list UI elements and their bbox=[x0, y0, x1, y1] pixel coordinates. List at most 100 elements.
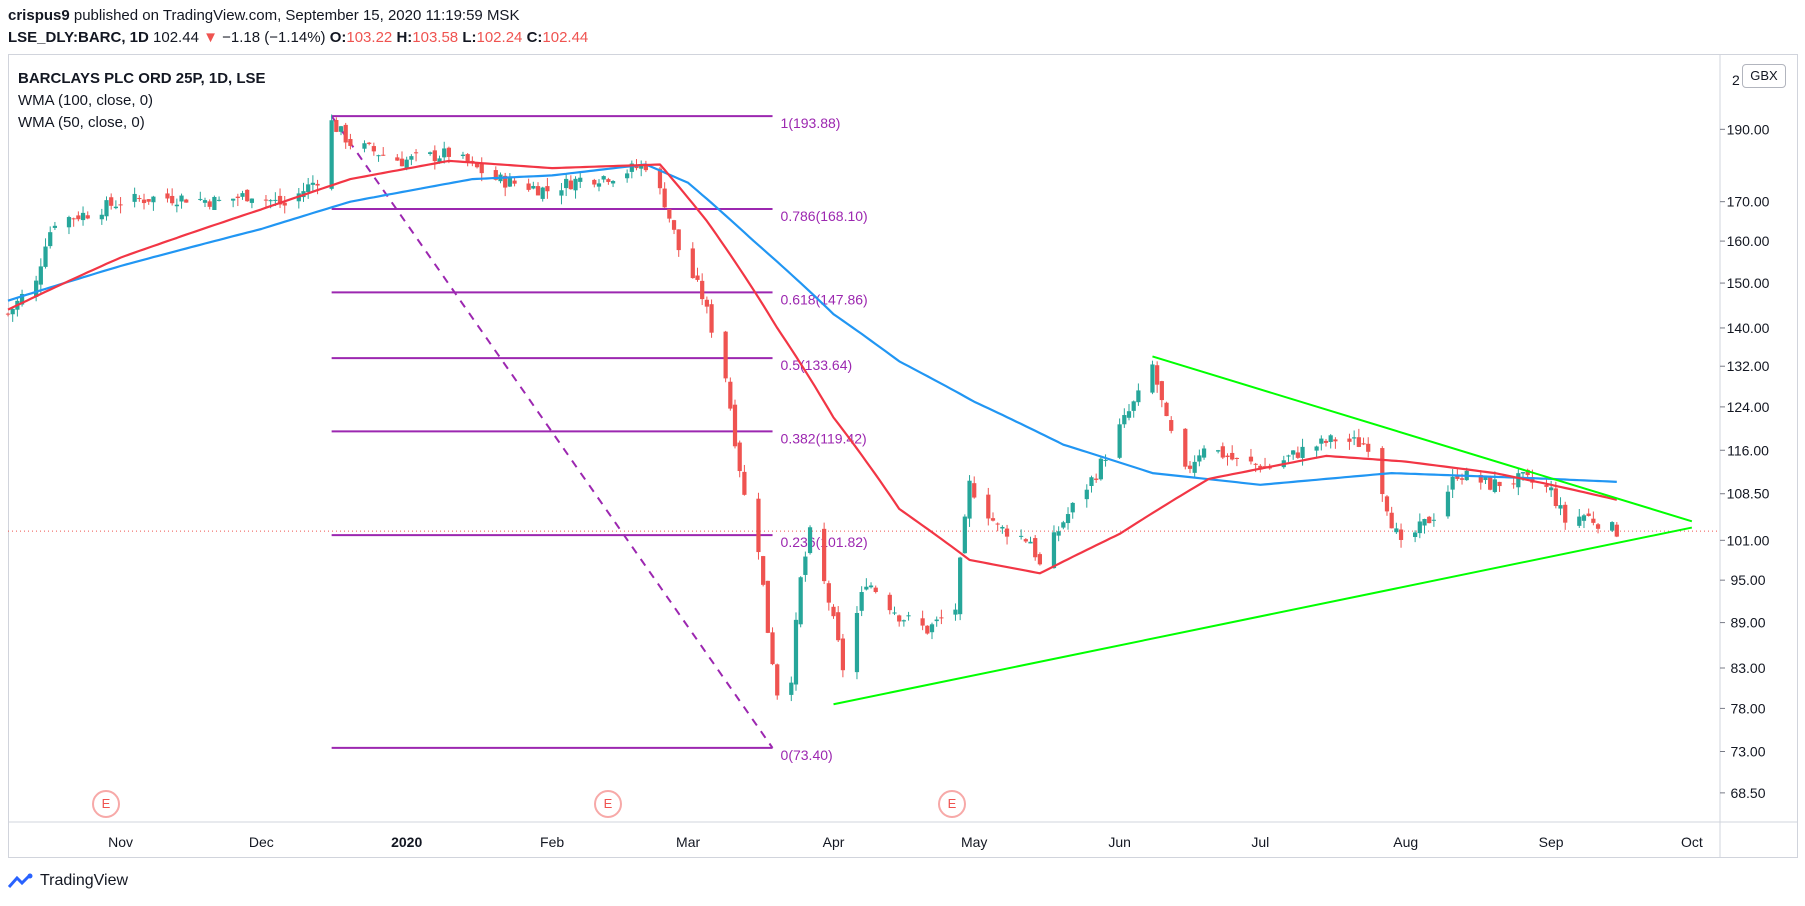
candle-body bbox=[1131, 401, 1136, 411]
y-tick-label: 108.50 bbox=[1727, 486, 1770, 502]
candle-body bbox=[184, 199, 189, 203]
candle-body bbox=[99, 214, 104, 220]
candle-body bbox=[803, 556, 808, 575]
candle-body bbox=[34, 280, 39, 297]
candle-body bbox=[413, 152, 419, 154]
candle-body bbox=[146, 199, 151, 202]
candle-body bbox=[920, 618, 925, 626]
y-tick-label: 150.00 bbox=[1727, 275, 1770, 291]
candle-body bbox=[109, 197, 114, 206]
earnings-marker[interactable]: E bbox=[938, 790, 966, 818]
candle-body bbox=[1183, 428, 1188, 467]
candle-body bbox=[198, 198, 203, 200]
candle-body bbox=[657, 168, 663, 189]
candle-body bbox=[507, 177, 512, 187]
candle-body bbox=[873, 587, 878, 593]
candle-body bbox=[1445, 491, 1451, 517]
candle-body bbox=[1253, 463, 1258, 465]
candle-body bbox=[1220, 446, 1225, 458]
candle-body bbox=[306, 184, 311, 193]
candle-body bbox=[310, 182, 315, 185]
publish-header: crispus9 published on TradingView.com, S… bbox=[8, 6, 519, 26]
author-name[interactable]: crispus9 bbox=[8, 7, 70, 24]
candle-body bbox=[540, 187, 545, 199]
earnings-marker[interactable]: E bbox=[92, 790, 120, 818]
candle-body bbox=[362, 143, 367, 149]
chart-frame bbox=[8, 54, 1798, 858]
legend-wma50[interactable]: WMA (50, close, 0) bbox=[18, 114, 145, 131]
candle-body bbox=[671, 220, 677, 230]
candle-body bbox=[1581, 515, 1587, 521]
candle-body bbox=[676, 229, 681, 251]
candle-body bbox=[371, 146, 376, 152]
candle-body bbox=[629, 163, 634, 172]
candle-body bbox=[503, 175, 508, 188]
candle-body bbox=[1023, 539, 1028, 542]
candle-body bbox=[76, 215, 81, 220]
candle-body bbox=[793, 619, 799, 685]
candle-body bbox=[700, 280, 705, 300]
candle-body bbox=[118, 204, 123, 206]
candle-body bbox=[1380, 448, 1385, 495]
footer-brand[interactable]: TradingView bbox=[8, 872, 128, 890]
candle-body bbox=[761, 556, 766, 585]
y-tick-label: 160.00 bbox=[1727, 233, 1770, 249]
close-label: C: bbox=[526, 29, 543, 46]
y-tick-label: 190.00 bbox=[1727, 121, 1770, 137]
candle-body bbox=[1558, 505, 1563, 509]
candle-body bbox=[1525, 469, 1530, 476]
x-tick-label: Apr bbox=[823, 834, 845, 850]
fib-level-label: 0(73.40) bbox=[781, 747, 833, 763]
candle-body bbox=[1417, 521, 1422, 534]
candle-body bbox=[80, 212, 86, 221]
x-tick-label: Mar bbox=[676, 834, 700, 850]
candle-body bbox=[479, 163, 484, 174]
candle-body bbox=[1610, 522, 1615, 531]
candle-body bbox=[428, 152, 433, 154]
candle-body bbox=[1549, 487, 1554, 491]
legend-wma100[interactable]: WMA (100, close, 0) bbox=[18, 92, 154, 109]
candle-body bbox=[709, 304, 714, 333]
candle-body bbox=[179, 195, 184, 202]
candle-body bbox=[728, 381, 733, 409]
candle-body bbox=[1398, 529, 1404, 540]
candle-body bbox=[925, 625, 930, 634]
currency-badge[interactable]: GBX bbox=[1742, 64, 1786, 88]
candle-body bbox=[639, 164, 644, 169]
candle-body bbox=[1347, 438, 1352, 442]
candle-body bbox=[381, 154, 386, 156]
candle-body bbox=[887, 594, 892, 611]
candle-body bbox=[1544, 484, 1549, 487]
fib-level-label: 0.5(133.64) bbox=[781, 357, 853, 373]
candle-body bbox=[268, 200, 273, 202]
y-tick-label: 73.00 bbox=[1730, 743, 1765, 759]
candle-body bbox=[460, 154, 466, 157]
candle-body bbox=[854, 613, 860, 673]
candle-body bbox=[1225, 455, 1230, 458]
y-tick-label-top: 2 bbox=[1732, 72, 1740, 88]
candle-body bbox=[934, 619, 939, 622]
earnings-marker[interactable]: E bbox=[594, 790, 622, 818]
fib-level-label: 0.786(168.10) bbox=[781, 208, 868, 224]
candle-body bbox=[348, 138, 353, 146]
candle-body bbox=[1094, 478, 1099, 480]
candle-body bbox=[643, 164, 649, 171]
candle-body bbox=[240, 193, 245, 197]
candle-body bbox=[1187, 465, 1193, 469]
candle-body bbox=[962, 516, 967, 554]
candle-body bbox=[71, 218, 76, 220]
candle-body bbox=[1577, 516, 1582, 526]
y-tick-label: 68.50 bbox=[1730, 785, 1765, 801]
candle-body bbox=[367, 142, 372, 144]
publish-info: published on TradingView.com, September … bbox=[73, 7, 520, 24]
candle-body bbox=[596, 183, 602, 187]
candle-body bbox=[1216, 450, 1221, 452]
down-arrow-icon: ▼ bbox=[203, 29, 218, 46]
y-tick-label: 101.00 bbox=[1727, 532, 1770, 548]
open-label: O: bbox=[329, 29, 347, 46]
candle-body bbox=[48, 232, 53, 247]
candle-body bbox=[231, 198, 236, 201]
candle-body bbox=[282, 202, 287, 206]
candle-body bbox=[826, 583, 831, 603]
